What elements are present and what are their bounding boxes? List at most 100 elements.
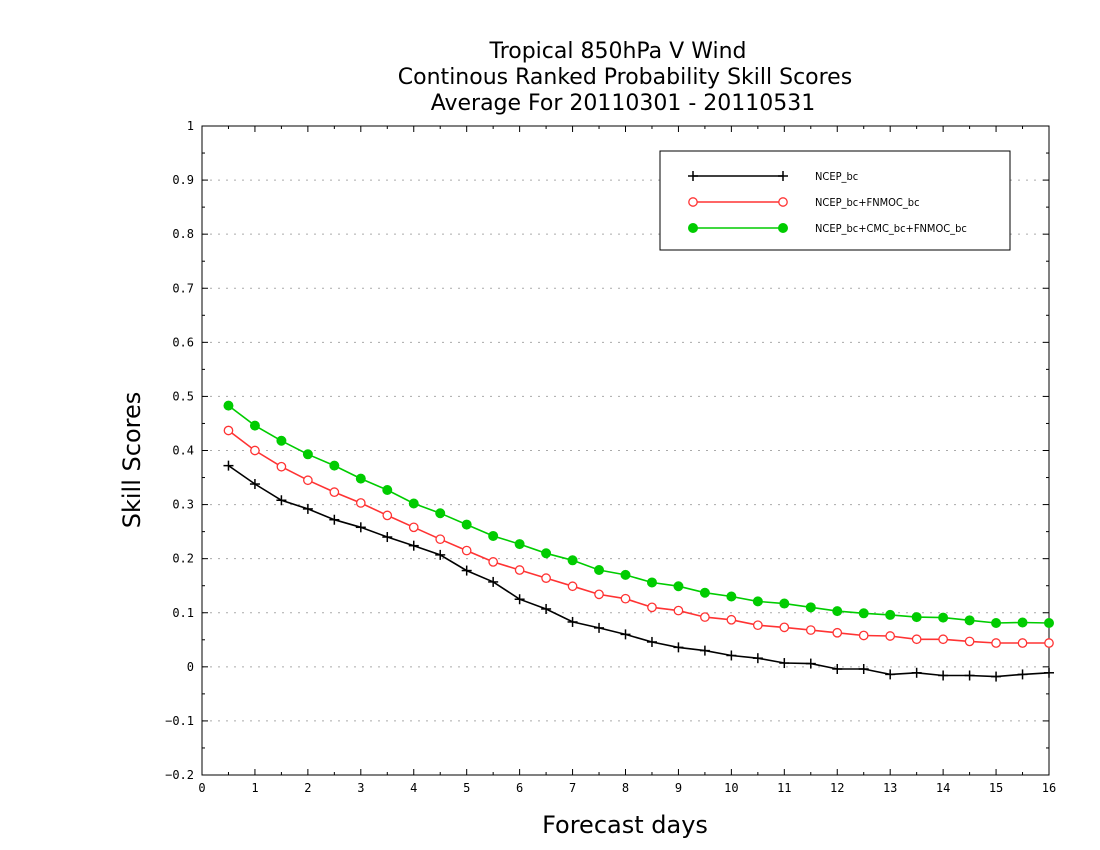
- data-point: [302, 449, 313, 460]
- data-point: [567, 555, 578, 566]
- legend-entry: NCEP_bc+FNMOC_bc: [688, 196, 920, 209]
- legend-label: NCEP_bc+CMC_bc+FNMOC_bc: [815, 222, 967, 235]
- data-point: [832, 663, 843, 674]
- data-point: [832, 627, 843, 638]
- data-point: [699, 587, 710, 598]
- legend-marker: [688, 223, 698, 233]
- title-line-1: Tropical 850hPa V Wind: [488, 39, 746, 64]
- legend-label: NCEP_bc+FNMOC_bc: [815, 196, 920, 209]
- data-point: [276, 495, 287, 506]
- data-point: [805, 602, 816, 613]
- data-point: [673, 605, 684, 616]
- data-point: [646, 577, 657, 588]
- data-point: [805, 658, 816, 669]
- data-point: [382, 484, 393, 495]
- data-point: [249, 479, 260, 490]
- y-tick-label: 0.3: [172, 498, 194, 512]
- legend: NCEP_bc NCEP_bc+FNMOC_bc NCEP_bc+CMC_bc+FN…: [659, 150, 1011, 251]
- data-point: [488, 576, 499, 587]
- data-point: [1017, 669, 1028, 680]
- data-point: [805, 625, 816, 635]
- data-point: [329, 487, 340, 497]
- x-tick-label: 8: [622, 781, 629, 795]
- y-tick-label: 0: [187, 660, 194, 674]
- data-point: [779, 598, 790, 609]
- data-point: [276, 435, 287, 446]
- y-tick-label: 0.7: [172, 281, 194, 295]
- data-point: [408, 540, 419, 551]
- data-point: [514, 594, 525, 605]
- data-point: [223, 400, 234, 411]
- legend-entries: NCEP_bc NCEP_bc+FNMOC_bc NCEP_bc+CMC_bc+FN…: [688, 170, 967, 235]
- y-tick-label: −0.1: [165, 714, 194, 728]
- data-point: [885, 669, 896, 680]
- title-line-3: Average For 20110301 - 20110531: [431, 91, 816, 116]
- chart-title: Tropical 850hPa V Wind Continous Ranked …: [398, 39, 852, 116]
- y-tick-label: 0.4: [172, 444, 194, 458]
- data-point: [911, 667, 922, 678]
- y-tick-label: −0.2: [165, 768, 194, 782]
- y-tick-label: 0.1: [172, 606, 194, 620]
- x-tick-label: 4: [410, 781, 417, 795]
- data-point: [1044, 618, 1054, 629]
- data-point: [250, 445, 260, 456]
- data-point: [938, 670, 949, 681]
- x-tick-label: 15: [989, 781, 1003, 795]
- data-point: [964, 636, 975, 647]
- data-point: [647, 602, 657, 613]
- data-point: [885, 631, 896, 641]
- y-tick-label: 0.9: [172, 173, 194, 187]
- series-ncep-bc: [223, 460, 1054, 682]
- data-point: [488, 557, 499, 567]
- data-point: [779, 622, 790, 633]
- data-point: [594, 589, 604, 600]
- data-point: [1017, 638, 1028, 648]
- x-axis-title: Forecast days: [542, 811, 708, 839]
- data-point: [382, 510, 393, 521]
- data-point: [673, 581, 684, 592]
- data-point: [964, 670, 975, 681]
- data-point: [726, 591, 737, 602]
- data-point: [249, 420, 260, 431]
- data-point: [355, 522, 366, 533]
- data-point: [858, 608, 869, 619]
- data-point: [726, 650, 737, 661]
- x-tick-label: 10: [724, 781, 738, 795]
- series-group: [223, 400, 1054, 682]
- y-tick-label: 0.6: [172, 335, 194, 349]
- series-line: [228, 404, 1050, 624]
- data-point: [673, 642, 684, 653]
- x-tick-label: 16: [1042, 781, 1056, 795]
- data-point: [488, 530, 499, 541]
- x-tick-label: 2: [304, 781, 311, 795]
- data-point: [646, 636, 657, 647]
- data-point: [991, 638, 1001, 648]
- title-line-2: Continous Ranked Probability Skill Score…: [398, 65, 852, 90]
- data-point: [514, 539, 525, 550]
- data-point: [885, 609, 896, 620]
- x-tick-label: 5: [463, 781, 470, 795]
- x-tick-label: 6: [516, 781, 523, 795]
- data-point: [461, 519, 472, 530]
- data-point: [567, 581, 578, 592]
- data-point: [991, 671, 1002, 682]
- axis-ticks: −0.2−0.100.10.20.30.40.50.60.70.80.910 1 2…: [165, 119, 1056, 795]
- data-point: [1044, 638, 1054, 648]
- data-point: [938, 612, 949, 623]
- series-ncep-bc-cmc-bc-fnmoc-bc: [223, 400, 1054, 629]
- data-point: [911, 634, 922, 645]
- series-line: [228, 429, 1049, 644]
- data-point: [329, 460, 340, 471]
- data-point: [858, 663, 869, 674]
- legend-marker: [778, 197, 788, 207]
- legend-marker: [778, 171, 788, 181]
- data-point: [964, 615, 975, 626]
- data-point: [858, 630, 869, 641]
- data-point: [408, 498, 419, 509]
- data-point: [408, 522, 419, 533]
- x-tick-label: 9: [675, 781, 682, 795]
- data-point: [329, 514, 340, 525]
- data-point: [726, 614, 737, 625]
- data-point: [223, 425, 234, 436]
- legend-entry: NCEP_bc+CMC_bc+FNMOC_bc: [688, 222, 967, 235]
